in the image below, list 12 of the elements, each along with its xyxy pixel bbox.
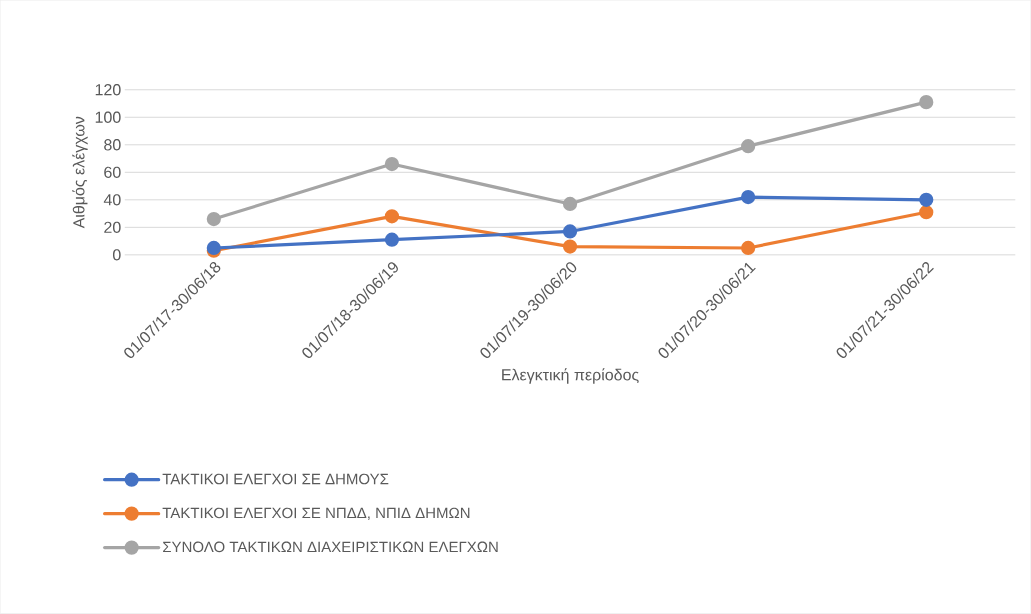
x-axis-title: Ελεγκτική περίοδος [502,368,639,384]
y-tick-label: 20 [104,221,121,234]
y-tick-label: 120 [95,84,121,96]
legend-label: ΣΥΝΟΛΟ ΤΑΚΤΙΚΩΝ ΔΙΑΧΕΙΡΙΣΤΙΚΩΝ ΕΛΕΓΧΩΝ [163,541,498,553]
y-tick-label: 100 [95,111,121,124]
y-tick-label: 80 [104,139,121,151]
y-tick-label: 0 [112,249,121,261]
y-axis-title: Αιθμός ελέγχων [72,116,88,229]
y-tick-label: 60 [104,166,121,179]
legend-label: ΤΑΚΤΙΚΟΙ ΕΛΕΓΧΟΙ ΣΕ ΔΗΜΟΥΣ [162,473,389,485]
y-tick-label: 40 [103,194,121,206]
legend-label: ΤΑΚΤΙΚΟΙ ΕΛΕΓΧΟΙ ΣΕ ΝΠΔΔ, ΝΠΙΔ ΔΗΜΩΝ [162,507,470,521]
